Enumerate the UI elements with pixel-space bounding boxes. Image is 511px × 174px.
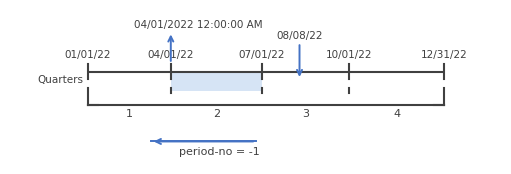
Text: 12/31/22: 12/31/22 (421, 50, 468, 60)
Text: 08/08/22: 08/08/22 (276, 31, 323, 41)
Text: 4: 4 (393, 109, 400, 119)
Text: 2: 2 (213, 109, 220, 119)
Text: 01/01/22: 01/01/22 (64, 50, 111, 60)
Text: 04/01/22: 04/01/22 (148, 50, 194, 60)
Text: Quarters: Quarters (38, 75, 84, 85)
Text: period-no = -1: period-no = -1 (179, 147, 260, 157)
Text: 3: 3 (302, 109, 309, 119)
Text: 10/01/22: 10/01/22 (326, 50, 372, 60)
Text: 1: 1 (126, 109, 133, 119)
Text: 04/01/2022 12:00:00 AM: 04/01/2022 12:00:00 AM (134, 20, 263, 30)
Bar (171, 72, 262, 90)
Text: 07/01/22: 07/01/22 (239, 50, 285, 60)
